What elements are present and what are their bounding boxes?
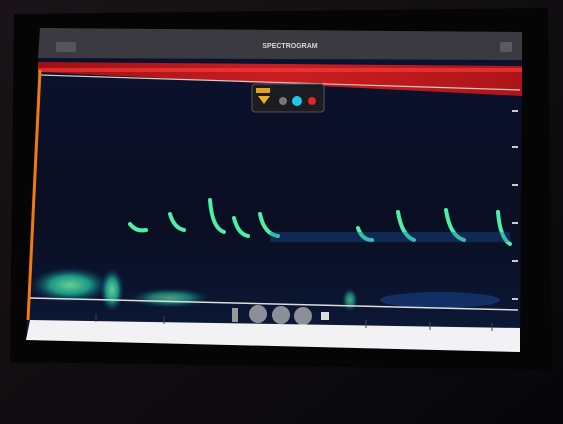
photo: SPECTROGRAM xyxy=(0,0,563,424)
axis-tick xyxy=(512,260,518,262)
axis-tick xyxy=(512,222,518,224)
axis-tick xyxy=(512,110,518,112)
noise-blob xyxy=(100,268,124,312)
noise-blob xyxy=(342,288,358,312)
axis-tick xyxy=(512,298,518,300)
up-button[interactable] xyxy=(249,305,267,323)
bar-control[interactable] xyxy=(232,308,238,322)
level-highlight xyxy=(38,68,522,72)
axis-tick xyxy=(512,184,518,186)
back-button[interactable] xyxy=(56,42,76,52)
menu-button[interactable] xyxy=(500,42,512,52)
down-button[interactable] xyxy=(294,307,312,325)
play-button[interactable] xyxy=(272,306,290,324)
page: SPECTROGRAM xyxy=(0,0,563,424)
record-button[interactable] xyxy=(308,97,316,105)
stop-button[interactable] xyxy=(321,312,329,320)
grey-button[interactable] xyxy=(279,97,287,105)
app-title: SPECTROGRAM xyxy=(262,43,317,50)
axis-tick xyxy=(512,146,518,148)
noise-blob xyxy=(380,292,500,308)
cyan-button[interactable] xyxy=(292,96,302,106)
noise-blob xyxy=(130,288,210,308)
noise-band xyxy=(270,232,510,242)
control-tab[interactable] xyxy=(256,88,270,93)
